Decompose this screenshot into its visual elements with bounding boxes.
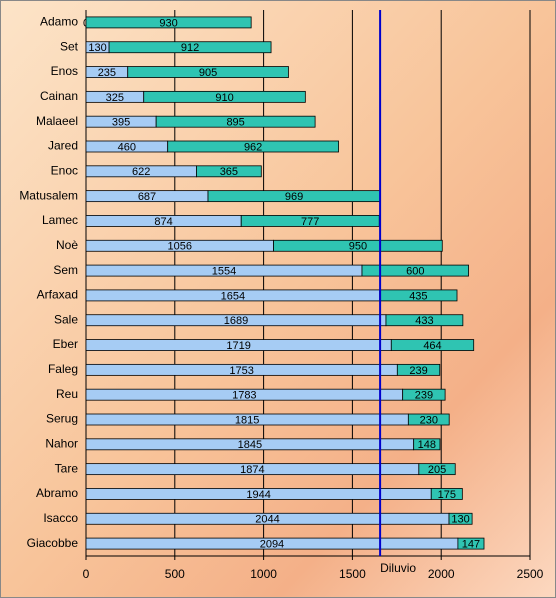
data-label: 962 (244, 141, 262, 153)
data-label: 777 (301, 216, 319, 228)
y-tick-label: Jared (48, 139, 78, 153)
y-tick-label: Giacobbe (27, 536, 79, 550)
data-label: 325 (106, 92, 124, 104)
data-label: 600 (406, 265, 424, 277)
bar-segment (167, 140, 339, 153)
y-tick-label: Tare (55, 461, 79, 475)
data-label: 874 (154, 216, 172, 228)
x-tick-label: 0 (83, 567, 90, 581)
x-tick-label: 1000 (250, 567, 277, 581)
data-label: 895 (226, 117, 244, 129)
bar-segment (418, 463, 456, 476)
data-label: 1783 (232, 390, 256, 402)
x-tick-label: 2500 (517, 567, 544, 581)
data-label: 930 (159, 17, 177, 29)
bar-segment (196, 165, 262, 178)
y-tick-label: Eber (53, 337, 78, 351)
bar-segment (127, 66, 289, 78)
data-label: 130 (88, 42, 106, 54)
data-label: 622 (132, 166, 150, 178)
data-label: 148 (418, 439, 436, 451)
y-tick-label: Cainan (40, 89, 78, 103)
y-tick-label: Arfaxad (37, 288, 78, 302)
y-tick-label: Reu (56, 387, 78, 401)
bar-segment (273, 239, 443, 252)
data-label: 460 (118, 141, 136, 153)
y-tick-label: Enos (51, 64, 78, 78)
data-label: 435 (409, 290, 427, 302)
annotation-label: Diluvio (380, 561, 416, 575)
data-label: 464 (423, 340, 441, 352)
data-label: 1056 (168, 241, 192, 253)
data-label: 969 (285, 191, 303, 203)
data-label: 205 (428, 464, 446, 476)
data-label: 239 (409, 365, 427, 377)
data-label: 130 (451, 514, 469, 526)
data-label: 147 (462, 538, 480, 550)
y-tick-label: Set (60, 39, 79, 53)
bar-segment (396, 363, 441, 376)
bar-segment (413, 438, 441, 451)
bar-segment (457, 537, 485, 550)
y-tick-label: Isacco (43, 511, 78, 525)
y-tick-label: Nahor (45, 436, 78, 450)
data-label: 1753 (229, 365, 253, 377)
data-label: 235 (98, 67, 116, 79)
bar-segment (385, 314, 464, 327)
data-label: 2094 (260, 538, 284, 550)
y-tick-label: Faleg (48, 362, 78, 376)
data-label: 910 (215, 92, 233, 104)
bar-segment (430, 488, 463, 500)
data-label: 905 (199, 67, 217, 79)
data-label: 1554 (212, 265, 236, 277)
bar-segment (155, 115, 316, 128)
x-tick-label: 1500 (339, 567, 366, 581)
y-tick-label: Abramo (36, 486, 78, 500)
data-label: 1874 (240, 464, 264, 476)
data-label: 1944 (246, 489, 270, 501)
bar-segment (448, 512, 473, 525)
bar-segment (85, 16, 252, 29)
data-label: 1719 (226, 340, 250, 352)
data-label: 239 (415, 390, 433, 402)
y-tick-label: Malaeel (36, 114, 78, 128)
bar-segment (361, 264, 469, 277)
data-label: 1654 (221, 290, 245, 302)
y-tick-label: Sale (54, 312, 78, 326)
data-label: 1689 (224, 315, 248, 327)
x-tick-label: 2000 (428, 567, 455, 581)
bar-segment (407, 413, 450, 426)
data-label: 1815 (235, 414, 259, 426)
y-tick-label: Lamec (42, 213, 78, 227)
data-label: 687 (138, 191, 156, 203)
y-tick-label: Serug (46, 412, 78, 426)
y-tick-label: Matusalem (19, 188, 78, 202)
data-label: 395 (112, 117, 130, 129)
bar-segment (143, 90, 306, 103)
bar-segment (390, 339, 475, 351)
bar-segment (108, 41, 272, 54)
y-tick-label: Noè (56, 238, 78, 252)
data-label: 1845 (238, 439, 262, 451)
data-label: 433 (415, 315, 433, 327)
y-tick-label: Enoc (51, 163, 78, 177)
y-tick-label: Adamo (40, 15, 78, 29)
data-label: 950 (349, 241, 367, 253)
data-label: 175 (438, 489, 456, 501)
data-label: 2044 (255, 514, 279, 526)
y-tick-label: Sem (53, 263, 78, 277)
bar-segment (402, 388, 446, 401)
data-label: 365 (220, 166, 238, 178)
data-label: 230 (420, 414, 438, 426)
x-tick-label: 500 (165, 567, 185, 581)
data-label: 912 (181, 42, 199, 54)
